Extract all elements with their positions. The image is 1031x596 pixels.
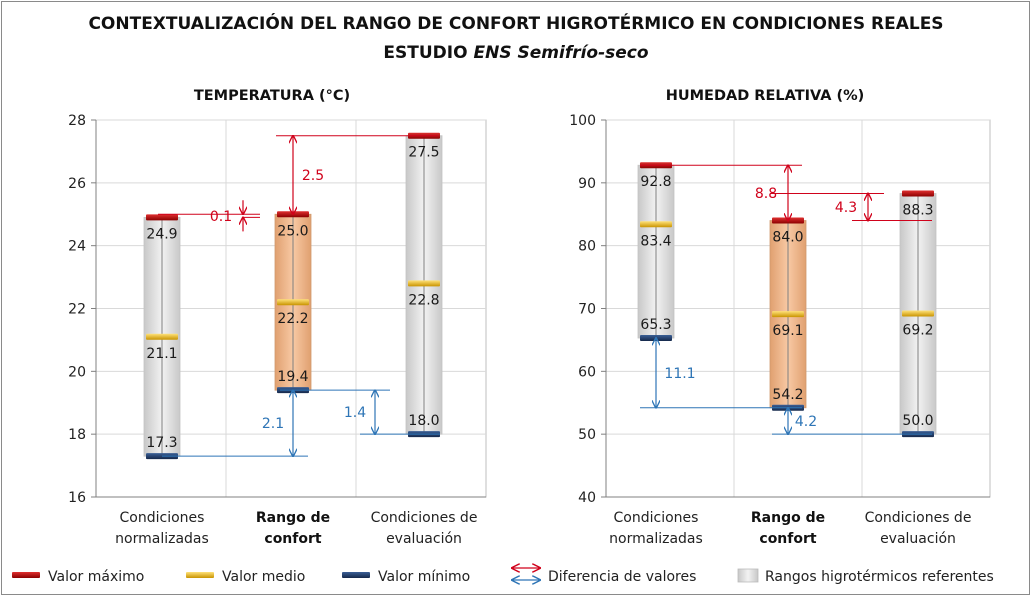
max-value-label: 92.8: [640, 174, 671, 190]
y-tick-label: 50: [578, 427, 596, 443]
min-value-label: 65.3: [640, 317, 671, 333]
min-value-label: 17.3: [146, 435, 177, 451]
main-title: CONTEXTUALIZACIÓN DEL RANGO DE CONFORT H…: [88, 12, 943, 34]
min-value-label: 50.0: [902, 413, 933, 429]
mean-value-label: 21.1: [146, 346, 177, 362]
legend-band-swatch: [737, 568, 759, 583]
max-marker: [146, 214, 178, 221]
legend-mean-swatch: [186, 572, 214, 578]
legend-mean-label: Valor medio: [222, 569, 305, 585]
y-tick-label: 18: [68, 427, 86, 443]
x-category-label: Condiciones: [120, 510, 205, 526]
max-marker: [902, 190, 934, 197]
x-category-label: Rango de: [751, 510, 825, 526]
y-tick-label: 22: [68, 302, 86, 318]
mean-value-label: 22.8: [408, 292, 439, 308]
x-category-label: evaluación: [386, 531, 462, 547]
main-subtitle: ESTUDIO ENS Semifrío-seco: [383, 43, 648, 63]
y-tick-label: 28: [68, 113, 86, 129]
x-category-label: normalizadas: [609, 531, 703, 547]
legend-min-label: Valor mínimo: [378, 569, 470, 585]
x-category-label: Condiciones de: [371, 510, 478, 526]
humidity-chart: HUMEDAD RELATIVA (%) 40 50 60 70 80 90 100 Condi…: [569, 88, 991, 547]
mean-value-label: 69.1: [772, 323, 803, 339]
legend-min-swatch: [342, 572, 370, 578]
legend-max-swatch: [12, 572, 40, 578]
mean-marker: [277, 299, 309, 306]
max-value-label: 88.3: [902, 203, 933, 219]
y-tick-label: 90: [578, 176, 596, 192]
x-category-label: normalizadas: [115, 531, 209, 547]
diff-label: 4.2: [795, 414, 817, 430]
mean-value-label: 22.2: [277, 311, 308, 327]
chart-title: TEMPERATURA (°C): [194, 88, 350, 104]
diff-label: 1.4: [344, 405, 366, 421]
diff-label: 4.3: [835, 200, 857, 216]
max-value-label: 84.0: [772, 230, 803, 246]
min-value-label: 54.2: [772, 387, 803, 403]
subtitle-prefix: ESTUDIO: [383, 43, 473, 63]
legend-diff-label: Diferencia de valores: [548, 569, 696, 585]
x-category-label: confort: [759, 531, 816, 547]
legend-diff-arrows-icon: [512, 568, 540, 580]
mean-value-label: 83.4: [640, 233, 671, 249]
subtitle-study-name: ENS Semifrío-seco: [474, 43, 649, 63]
mean-marker: [146, 333, 178, 340]
diff-label: 8.8: [755, 186, 777, 202]
y-tick-label: 60: [578, 364, 596, 380]
legend: Valor máximo Valor medio Valor mínimo Di…: [12, 568, 994, 585]
chart-title: HUMEDAD RELATIVA (%): [666, 88, 865, 104]
mean-marker: [772, 311, 804, 318]
max-value-label: 24.9: [146, 226, 177, 242]
x-category-label: confort: [264, 531, 321, 547]
mean-marker: [640, 221, 672, 228]
legend-max-label: Valor máximo: [48, 569, 144, 585]
y-tick-label: 40: [578, 490, 596, 506]
y-tick-label: 20: [68, 364, 86, 380]
mean-value-label: 69.2: [902, 323, 933, 339]
x-category-label: evaluación: [880, 531, 956, 547]
y-tick-label: 100: [569, 113, 596, 129]
diff-label: 2.1: [262, 416, 284, 432]
min-value-label: 19.4: [277, 369, 308, 385]
y-tick-label: 24: [68, 239, 86, 255]
x-category-label: Rango de: [256, 510, 330, 526]
y-tick-label: 70: [578, 302, 596, 318]
max-value-label: 27.5: [408, 145, 439, 161]
mean-marker: [408, 280, 440, 287]
x-category-label: Condiciones: [614, 510, 699, 526]
mean-marker: [902, 310, 934, 317]
y-tick-label: 26: [68, 176, 86, 192]
diff-label: 0.1: [210, 209, 232, 225]
min-value-label: 18.0: [408, 413, 439, 429]
max-value-label: 25.0: [277, 223, 308, 239]
legend-band-label: Rangos higrotérmicos referentes: [765, 569, 994, 585]
y-tick-label: 80: [578, 239, 596, 255]
y-tick-label: 16: [68, 490, 86, 506]
x-category-label: Condiciones de: [865, 510, 972, 526]
temperature-chart: TEMPERATURA (°C) 16 18 20 22 24 26 28 Condicione…: [68, 88, 487, 547]
diff-label: 11.1: [664, 366, 695, 382]
diff-label: 2.5: [302, 168, 324, 184]
